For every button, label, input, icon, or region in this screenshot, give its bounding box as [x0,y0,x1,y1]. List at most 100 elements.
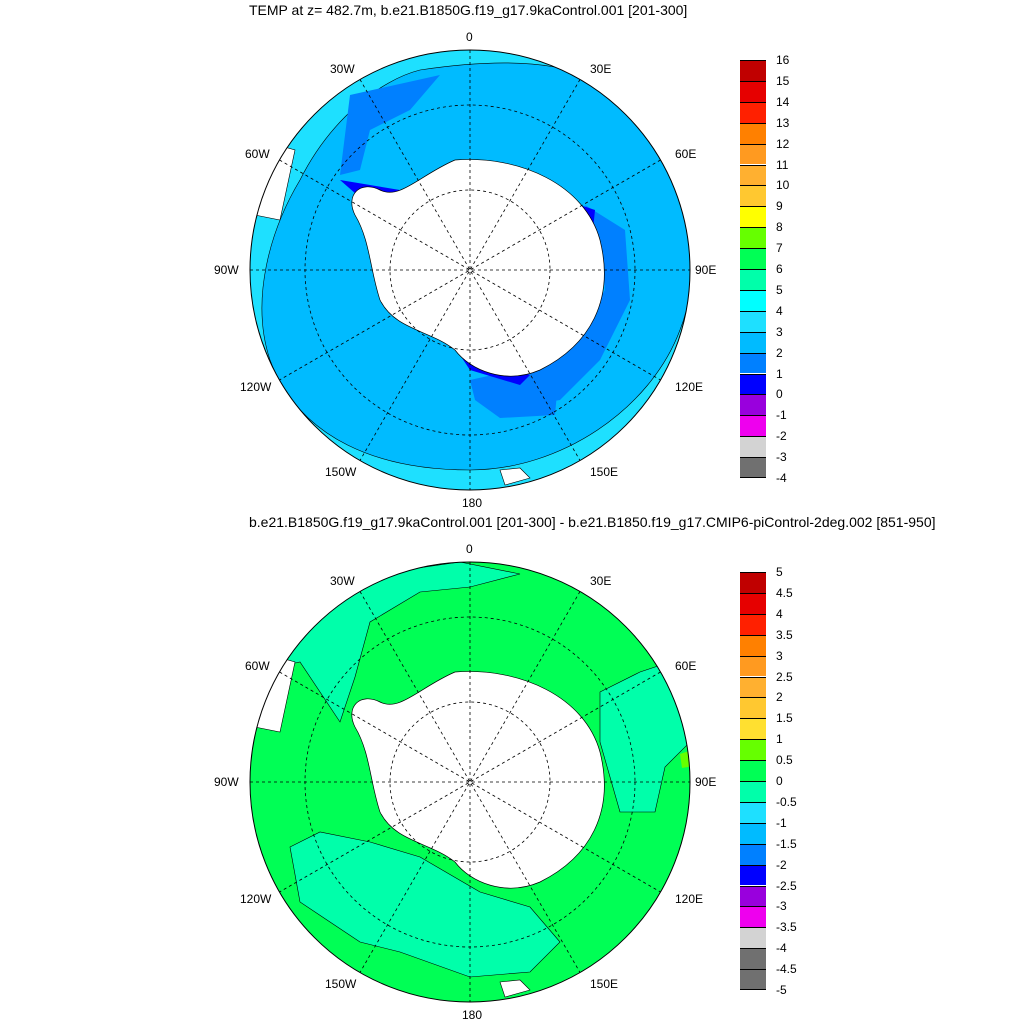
map-boundary [249,49,691,491]
colorbar-tick-label: -4 [776,471,787,485]
colorbar-swatch [740,185,766,207]
colorbar-tick-label: 1 [776,366,783,381]
colorbar-swatch [740,436,766,458]
colorbar-swatch [740,352,766,374]
lon-label: 150E [590,977,619,991]
colorbar-tick-label: -2 [776,857,787,872]
colorbar-swatch [740,227,766,249]
lon-label: 60W [245,659,270,673]
lon-label: 30E [590,574,612,588]
colorbar-tick-label: -3.5 [776,920,797,935]
lon-label: 150E [590,465,619,479]
colorbar-swatch [740,864,766,886]
colorbar-tick-label: -1.5 [776,836,797,851]
colorbar-swatch [740,143,766,165]
colorbar-swatch [740,760,766,781]
colorbar-swatch [740,613,766,635]
colorbar-tick-label: -3 [776,899,787,914]
colorbar-tick-label: 4 [776,606,783,621]
colorbar-tick-label: -1 [776,408,787,423]
colorbar-swatch [740,885,766,907]
lon-label: 120E [675,892,704,906]
panel-2-title: b.e21.B1850G.f19_g17.9kaControl.001 [201… [249,514,936,530]
colorbar-swatch [740,843,766,865]
colorbar-swatch [740,676,766,698]
panel-1-title: TEMP at z= 482.7m, b.e21.B1850G.f19_g17.… [249,2,688,18]
colorbar-tick-label: 9 [776,199,783,214]
colorbar-tick-label: 1 [776,732,783,747]
colorbar-tick-label: -0.5 [776,794,797,809]
colorbar-swatch [740,164,766,186]
colorbar-tick-label: -2.5 [776,878,797,893]
lon-label: 90E [695,263,717,277]
lon-label: 180 [462,496,483,510]
graticule-grid [250,562,690,1002]
graticule-grid [250,50,690,490]
new-zealand-landmass [499,467,531,486]
colorbar-tick-label: 2.5 [776,669,793,684]
colorbar-swatch [740,101,766,123]
colorbar-swatch [740,310,766,332]
colorbar-tick-label: 15 [776,73,790,88]
colorbar-tick-label: 1.5 [776,711,793,726]
colorbar-swatch [740,718,766,740]
colorbar-swatch [740,948,766,970]
colorbar-swatch [740,927,766,949]
colorbar-swatch [740,373,766,395]
colorbar-tick-label: -3 [776,450,787,465]
map-boundary [249,561,691,1003]
colorbar-tick-label: 6 [776,262,783,276]
colorbar-swatch [740,457,766,478]
colorbar-tick-label: 3 [776,648,783,663]
diff-negative-region [289,831,561,978]
new-zealand-landmass [499,979,531,998]
panel-2-polar-map [249,561,691,1003]
colorbar-swatch [740,801,766,823]
lon-label: 150W [325,977,357,991]
ocean-shelf-region [340,75,440,175]
colorbar-swatch [740,781,766,802]
colorbar-swatch [740,248,766,269]
colorbar-tick-label: -4.5 [776,962,797,977]
colorbar-tick-label: 0.5 [776,753,793,768]
lon-label: 120W [240,380,272,394]
colorbar-tick-label: -2 [776,429,787,444]
lon-label: 30E [590,62,612,76]
colorbar-tick-label: 0 [776,774,783,788]
colorbar-swatch [740,206,766,228]
colorbar-swatch [740,655,766,677]
colorbar-swatch [740,80,766,102]
ocean-shelf-region [470,360,560,418]
lon-label: 0 [466,542,473,556]
lon-label: 60W [245,147,270,161]
lon-label: 30W [330,574,355,588]
colorbar-tick-label: 2 [776,690,783,705]
colorbar-swatch [740,822,766,844]
colorbar-tick-label: 2 [776,345,783,360]
colorbar-swatch [740,269,766,290]
colorbar-tick-label: 8 [776,220,783,235]
colorbar-tick-label: -4 [776,941,787,956]
colorbar-swatch [740,415,766,437]
colorbar-swatch [740,572,766,593]
colorbar-swatch [740,592,766,614]
lon-label: 90E [695,775,717,789]
colorbar-tick-label: 3 [776,324,783,339]
lon-label: 30W [330,62,355,76]
colorbar-swatch [740,906,766,928]
colorbar-swatch [740,634,766,656]
colorbar-swatch [740,739,766,761]
lon-label: 90W [214,263,239,277]
colorbar-tick-label: 10 [776,178,790,193]
panel-1: 0 30E 60E 90E 120E 150E 180 150W 120W 90… [214,30,790,510]
colorbar-tick-label: 13 [776,115,790,130]
diff-negative-region [599,661,690,813]
diff-positive-region [680,750,690,768]
colorbar-tick-label: 0 [776,387,783,402]
colorbar-tick-label: 16 [776,53,790,67]
lon-label: 60E [675,659,697,673]
colorbar-swatch [740,969,766,990]
colorbar-tick-label: 5 [776,282,783,297]
colorbar-tick-label: 4.5 [776,585,793,600]
colorbar-swatch [740,60,766,81]
